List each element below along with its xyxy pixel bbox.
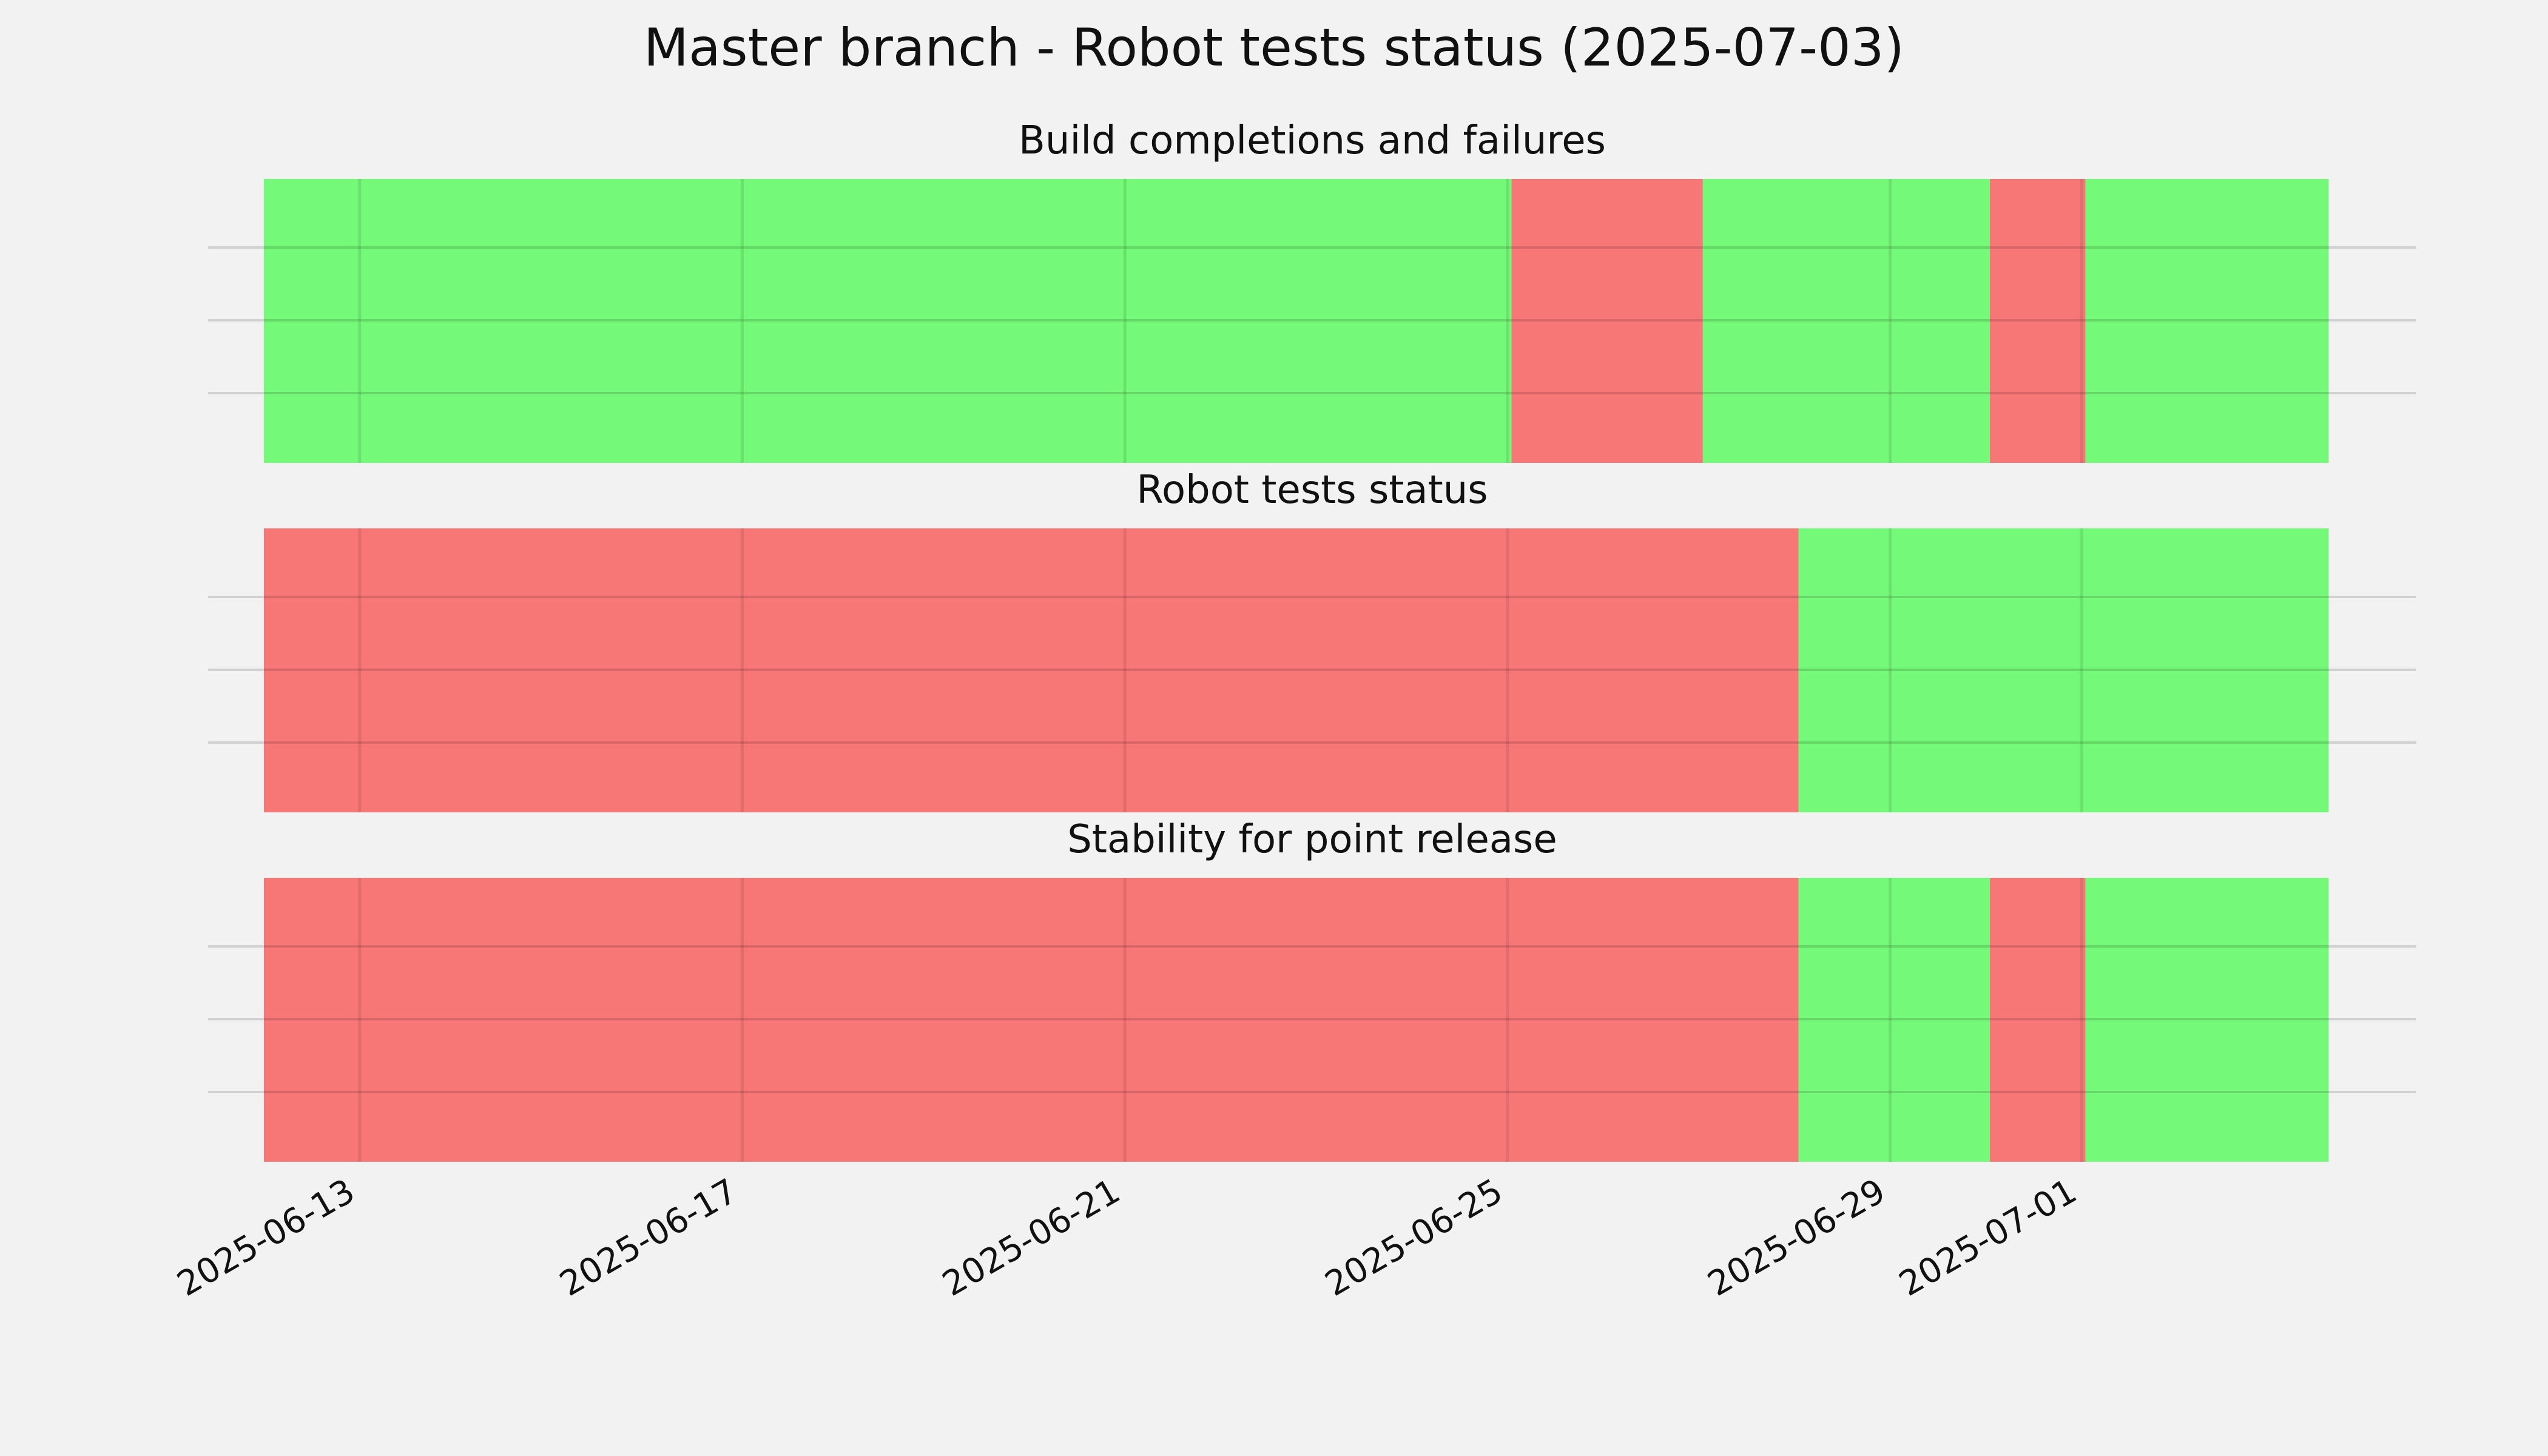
- status-segment-pass: [1702, 179, 1990, 463]
- panel-robot-tests-grid: [208, 528, 2416, 812]
- panel-robot-tests: Robot tests status: [208, 468, 2416, 812]
- panel-title-robot-tests: Robot tests status: [1136, 468, 1488, 513]
- status-segment-fail: [264, 878, 1799, 1162]
- status-segment-pass: [2085, 179, 2329, 463]
- status-segment-fail: [1511, 179, 1703, 463]
- status-segment-pass: [1798, 528, 2329, 812]
- panel-build-grid: [208, 179, 2416, 463]
- panel-robot-tests-segments: [264, 528, 2329, 812]
- status-segment-fail: [264, 528, 1799, 812]
- status-segment-pass: [1798, 878, 1990, 1162]
- panel-build-segments: [264, 179, 2329, 463]
- status-segment-pass: [264, 179, 1512, 463]
- status-segment-fail: [1990, 878, 2086, 1162]
- status-segment-fail: [1990, 179, 2086, 463]
- panel-stability-grid: [208, 878, 2416, 1162]
- panel-stability: Stability for point release: [208, 817, 2416, 1162]
- panel-build: Build completions and failures: [208, 118, 2416, 463]
- status-segment-pass: [2085, 878, 2329, 1162]
- panel-title-build: Build completions and failures: [1019, 118, 1606, 163]
- chart-title: Master branch - Robot tests status (2025…: [644, 18, 1904, 78]
- panel-stability-segments: [264, 878, 2329, 1162]
- panel-title-stability: Stability for point release: [1067, 817, 1557, 862]
